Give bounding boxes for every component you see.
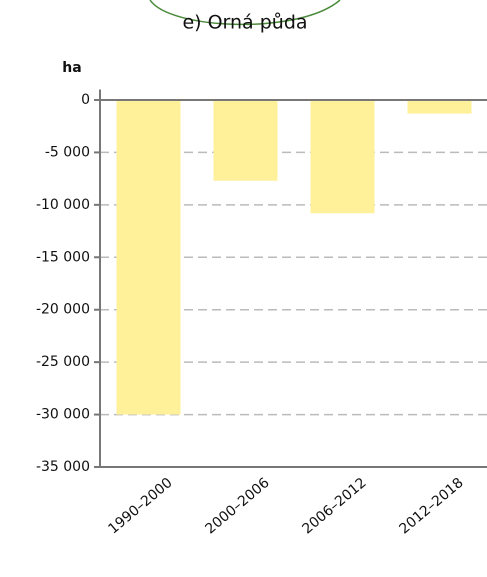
- y-tick-label: -20 000: [36, 302, 90, 318]
- x-tick-label: 2012–2018: [396, 475, 466, 538]
- x-tick-label: 1990–2000: [105, 475, 175, 538]
- chart-title: e) Orná půda: [182, 12, 307, 34]
- bar: [310, 99, 375, 214]
- bar: [213, 99, 278, 181]
- y-tick-label: -25 000: [36, 354, 90, 370]
- decoration: [149, 0, 341, 26]
- x-tick-label: 2006–2012: [299, 475, 369, 538]
- x-tick-label: 2000–2006: [202, 475, 272, 538]
- y-tick-label: -5 000: [45, 144, 90, 160]
- y-tick-label: -10 000: [36, 197, 90, 213]
- y-axis-label: ha: [62, 60, 81, 76]
- bar: [407, 99, 472, 114]
- y-tick-label: -15 000: [36, 249, 90, 265]
- bar: [116, 99, 181, 415]
- y-tick-label: 0: [81, 92, 90, 108]
- y-tick-label: -30 000: [36, 407, 90, 423]
- y-tick-label: -35 000: [36, 459, 90, 475]
